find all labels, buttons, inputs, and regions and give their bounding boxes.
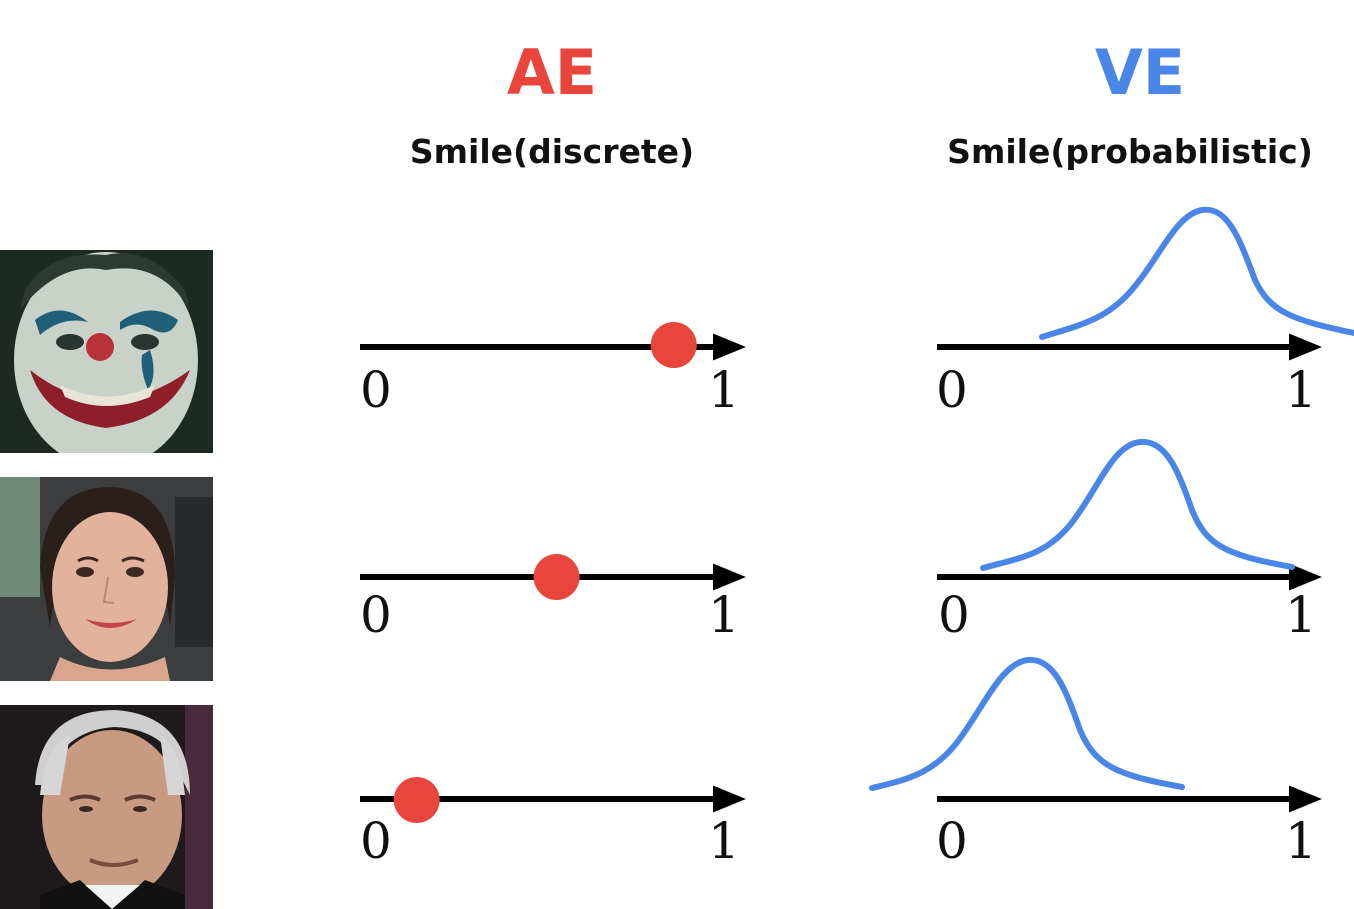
ae-axis-1 bbox=[360, 333, 746, 361]
ve-tick-min-2: 0 bbox=[938, 586, 970, 644]
ae-axis-3 bbox=[360, 785, 746, 813]
ae-title: AE bbox=[506, 36, 598, 109]
ve-tick-max-3: 1 bbox=[1285, 812, 1317, 870]
older-man-photo bbox=[0, 705, 213, 909]
ve-curve-2 bbox=[980, 438, 1295, 571]
ve-axis-1 bbox=[937, 333, 1322, 361]
ve-tick-max-1: 1 bbox=[1285, 361, 1317, 419]
row-3: 0 1 0 1 bbox=[360, 656, 1322, 870]
ae-dot-1 bbox=[650, 322, 697, 368]
ve-tick-max-2: 1 bbox=[1285, 586, 1317, 644]
ve-axis-3 bbox=[937, 785, 1322, 813]
clown-face-photo bbox=[0, 250, 213, 453]
row-2: 0 1 0 1 bbox=[360, 438, 1322, 644]
ve-curve-1 bbox=[1039, 206, 1354, 340]
smiling-woman-photo bbox=[0, 477, 213, 681]
ve-subtitle: Smile(probabilistic) bbox=[947, 132, 1313, 171]
ae-tick-min-1: 0 bbox=[360, 361, 392, 419]
ve-tick-min-3: 0 bbox=[936, 812, 968, 870]
ve-tick-min-1: 0 bbox=[936, 361, 968, 419]
ae-tick-max-2: 1 bbox=[708, 586, 740, 644]
ae-axis-2 bbox=[360, 563, 746, 591]
ae-tick-min-2: 0 bbox=[360, 586, 392, 644]
ae-tick-max-1: 1 bbox=[708, 361, 740, 419]
ae-dot-2 bbox=[533, 554, 580, 600]
ve-curve-3 bbox=[869, 656, 1185, 791]
ae-dot-3 bbox=[393, 777, 440, 823]
ae-subtitle: Smile(discrete) bbox=[409, 132, 695, 171]
ve-title: VE bbox=[1094, 36, 1186, 109]
ve-axis-2 bbox=[937, 563, 1322, 591]
ae-tick-max-3: 1 bbox=[708, 812, 740, 870]
row-1: 0 1 0 1 bbox=[360, 206, 1354, 419]
ae-tick-min-3: 0 bbox=[360, 812, 392, 870]
